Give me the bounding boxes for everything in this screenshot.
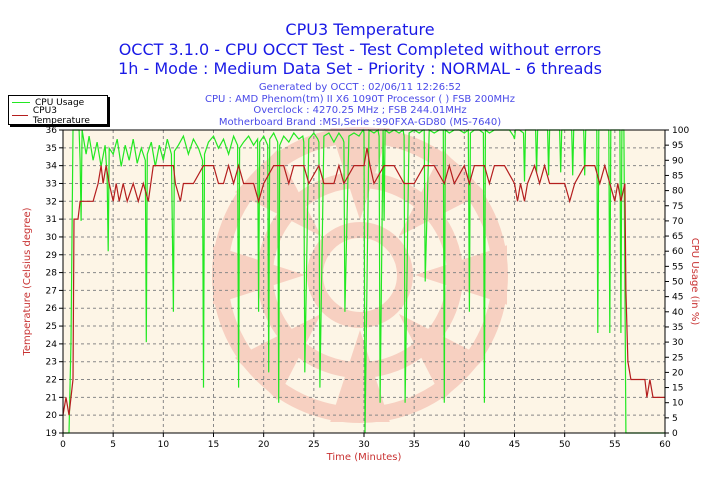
y-tick-label: 31 [46,215,57,225]
y2-tick-label: 45 [672,293,683,303]
x-tick-label: 40 [459,440,471,450]
y2-tick-label: 60 [672,247,684,257]
legend-label: CPU3 Temperature [32,105,90,126]
y2-tick-label: 20 [672,368,684,378]
x-tick-label: 60 [659,440,671,450]
y-tick-label: 36 [46,126,58,136]
y-tick-label: 27 [46,286,57,296]
x-tick-label: 25 [308,440,319,450]
x-tick-label: 45 [509,440,520,450]
y2-tick-label: 30 [672,338,684,348]
x-tick-label: 30 [358,440,370,450]
y-tick-label: 23 [46,358,57,368]
x-tick-label: 55 [609,440,620,450]
x-tick-label: 35 [408,440,419,450]
y2-tick-label: 55 [672,262,683,272]
y-tick-label: 29 [46,251,58,261]
chart-title: CPU3 Temperature [285,20,435,39]
info-overclock: Overclock : 4270.25 MHz ; FSB 244.01MHz [253,105,467,116]
series-line-cpu3-temperature [62,147,665,416]
legend-label: CPU Usage [35,97,85,108]
y2-tick-label: 75 [672,202,683,212]
y-tick-label: 22 [46,376,57,386]
y2-tick-label: 70 [672,217,684,227]
y-tick-label: 26 [46,304,58,314]
legend-swatch [12,102,30,103]
y2-tick-label: 65 [672,232,683,242]
y2-axis-label: CPU Usage (in %) [689,238,700,326]
info-cpu: CPU : AMD Phenom(tm) II X6 1090T Process… [205,93,515,105]
legend-swatch [12,115,28,116]
series-line-cpu-usage [63,128,665,434]
y2-tick-label: 95 [672,141,683,151]
x-tick-label: 5 [110,440,116,450]
y2-tick-label: 25 [672,353,683,363]
x-tick-label: 50 [559,440,571,450]
plot-border [62,129,666,434]
chart-subtitle-mode: 1h - Mode : Medium Data Set - Priority :… [118,59,602,78]
y2-tick-label: 90 [672,156,684,166]
info-generated: Generated by OCCT : 02/06/11 12:26:52 [258,82,462,93]
info-motherboard: Motherboard Brand :MSI,Serie :990FXA-GD8… [218,116,502,128]
x-tick-label: 0 [60,440,66,450]
y-tick-label: 21 [46,393,57,403]
y-tick-label: 24 [46,340,58,350]
y-tick-label: 25 [46,322,57,332]
y-tick-label: 32 [46,197,57,207]
y2-tick-label: 100 [672,126,689,136]
y2-tick-label: 10 [672,399,684,409]
y-tick-label: 19 [46,429,58,439]
y2-tick-label: 50 [672,278,684,288]
y2-tick-label: 35 [672,323,683,333]
legend-item-cpu-usage: CPU Usage [9,96,107,109]
y2-tick-label: 85 [672,171,683,181]
y2-tick-label: 5 [672,414,678,424]
y2-tick-label: 40 [672,308,684,318]
y-tick-label: 34 [46,162,58,172]
y-tick-label: 28 [46,269,58,279]
legend-item-cpu3-temperature: CPU3 Temperature [9,106,107,126]
y2-tick-label: 80 [672,187,684,197]
y2-tick-label: 15 [672,384,683,394]
y-tick-label: 35 [46,144,57,154]
y-tick-label: 33 [46,179,57,189]
x-tick-label: 15 [208,440,219,450]
chart-subtitle-test: OCCT 3.1.0 - CPU OCCT Test - Test Comple… [118,40,602,59]
y-tick-label: 20 [46,411,58,421]
x-axis-label: Time (Minutes) [326,452,402,463]
y-axis-label: Temperature (Celsius degree) [22,207,33,356]
legend: CPU Usage CPU3 Temperature [8,95,108,126]
x-tick-label: 20 [258,440,270,450]
x-tick-label: 10 [158,440,170,450]
y-tick-label: 30 [46,233,58,243]
y2-tick-label: 0 [672,429,678,439]
